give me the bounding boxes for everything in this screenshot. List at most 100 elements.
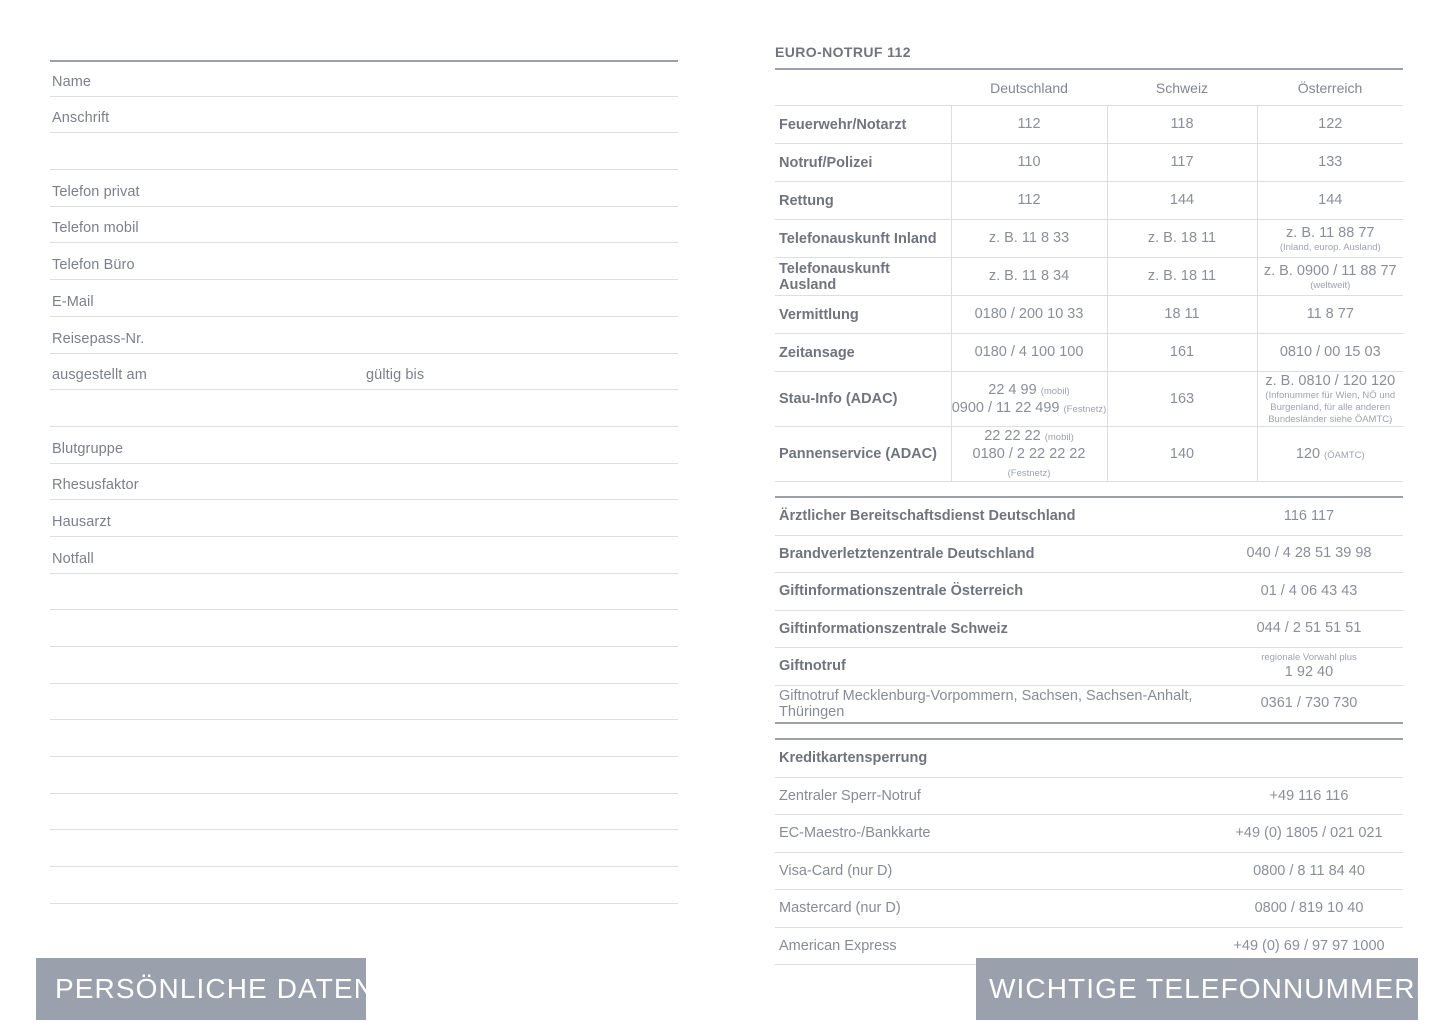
form-field-label: Blutgruppe [52,440,124,457]
form-field-label: Telefon mobil [52,220,139,237]
cell-deutschland: 0180 / 4 100 100 [950,333,1107,372]
form-blank-row[interactable] [50,720,678,758]
value-note: (weltweit) [1310,279,1351,291]
cell-deutschland: 112 [950,181,1107,220]
column-header-country: Deutschland [951,68,1107,106]
service-row: Giftnotruf Mecklenburg-Vorpommern, Sachs… [775,685,1403,725]
important-phone-numbers-section: EURO-NOTRUF 112 Deutschland Schweiz Österr… [775,44,1403,966]
value-mobile: 22 22 22 [984,427,1041,444]
form-blank-row[interactable] [50,610,678,647]
value-landline-note: (Festnetz) [1063,403,1107,415]
form-field-row[interactable]: Hausarzt [50,500,678,537]
service-numbers-table: Ärztlicher Bereitschaftsdienst Deutschla… [775,496,1403,725]
cell-oesterreich: 11 8 77 [1256,295,1403,334]
value-note: (Infonummer für Wien, NÖ und Burgenland,… [1265,390,1396,425]
form-field-label: Hausarzt [52,513,111,530]
value-main: z. B. 11 88 77 [1286,224,1375,241]
form-blank-row[interactable] [50,684,678,721]
value-mobile-note: (mobil) [1040,385,1070,397]
value-main: z. B. 0900 / 11 88 77 [1263,262,1397,279]
cell-oesterreich: z. B. 0810 / 120 120 (Infonummer für Wien… [1256,371,1403,427]
service-row: Brandverletztenzentrale Deutschland 040 /… [775,535,1403,574]
service-label: Giftinformationszentrale Österreich [775,572,1215,611]
row-label: Stau-Info (ADAC) [775,371,951,427]
table-row: Pannenservice (ADAC) 22 22 22 (mobil) 0180… [775,426,1403,483]
row-label: Pannenservice (ADAC) [775,426,951,483]
form-field-row[interactable]: Telefon privat [50,170,678,207]
column-header-country: Schweiz [1107,68,1257,106]
value-note: (ÖAMTC) [1324,449,1365,461]
cell-oesterreich: 0810 / 00 15 03 [1256,333,1403,372]
footer-banner-phone-numbers: WICHTIGE TELEFONNUMMERN [976,958,1436,1020]
form-field-label: E-Mail [52,293,94,310]
cell-oesterreich: z. B. 0900 / 11 88 77 (weltweit) [1256,257,1403,296]
table-row: Rettung 112 144 144 [775,181,1403,220]
value-mobile-note: (mobil) [1044,431,1074,443]
service-number-value: 0361 / 730 730 [1260,695,1358,712]
form-field-row[interactable]: Notfall [50,537,678,574]
service-label: Brandverletztenzentrale Deutschland [775,535,1215,574]
footer-banner-personal-data: PERSÖNLICHE DATEN [36,958,374,1020]
value-landline: 0900 / 11 22 499 [951,399,1060,416]
card-label: Zentraler Sperr-Notruf [775,777,1215,816]
row-label: Telefonauskunft Ausland [775,257,951,296]
table-row: Telefonauskunft Inland z. B. 11 8 33 z. B.… [775,219,1403,258]
country-emergency-table: Deutschland Schweiz Österreich Feuerwehr/No… [775,68,1403,483]
value-note: (Inland, europ. Ausland) [1279,241,1381,253]
cell-schweiz: z. B. 18 11 [1106,257,1257,296]
service-number: 0361 / 730 730 [1215,685,1403,725]
euro-emergency-title: EURO-NOTRUF 112 [775,44,911,60]
form-blank-row[interactable] [50,757,678,794]
form-field-row[interactable]: Telefon mobil [50,207,678,244]
form-blank-row[interactable] [50,574,678,611]
row-label: Vermittlung [775,295,951,334]
card-section-title-spacer [1215,738,1403,778]
form-blank-row[interactable] [50,794,678,831]
cell-deutschland: z. B. 11 8 34 [950,257,1107,296]
row-label: Zeitansage [775,333,951,372]
cell-oesterreich: 122 [1256,105,1403,144]
service-row: Giftinformationszentrale Schweiz 044 / 2 … [775,610,1403,649]
value-main: 120 [1295,445,1321,462]
service-number-value: 044 / 2 51 51 51 [1256,620,1362,637]
form-field-label: Anschrift [52,110,110,127]
value-mobile: 22 4 99 [988,381,1037,398]
service-number-value: 040 / 4 28 51 39 98 [1246,545,1372,562]
form-field-row[interactable]: Telefon Büro [50,243,678,281]
value-main: 133 [1318,154,1343,171]
service-number: 040 / 4 28 51 39 98 [1215,535,1403,574]
form-blank-row[interactable] [50,647,678,684]
form-field-row[interactable]: E-Mail [50,280,678,317]
cell-oesterreich: 133 [1256,143,1403,182]
footer-banner-phone-numbers-label: WICHTIGE TELEFONNUMMERN [989,973,1437,1004]
form-blank-row[interactable] [50,390,678,427]
cell-deutschland: 22 4 99 (mobil) 0900 / 11 22 499 (Festnet… [950,371,1107,427]
service-number-note: regionale Vorwahl plus [1261,651,1357,663]
form-field-label: Telefon Büro [52,257,135,274]
cell-schweiz: z. B. 18 11 [1106,219,1257,258]
form-field-row[interactable]: ausgestellt am gültig bis [50,354,678,391]
form-blank-row[interactable] [50,830,678,868]
card-number: +49 116 116 [1215,777,1403,816]
form-blank-row[interactable] [50,133,678,171]
form-blank-row[interactable] [50,867,678,904]
form-field-row[interactable]: Blutgruppe [50,427,678,464]
service-label: Giftnotruf [775,647,1215,686]
form-field-row[interactable]: Rhesusfaktor [50,464,678,501]
card-number: +49 (0) 1805 / 021 021 [1215,814,1403,853]
cell-schweiz: 117 [1106,143,1257,182]
card-row: Mastercard (nur D) 0800 / 819 10 40 [775,889,1403,928]
form-field-row[interactable]: Name [50,60,678,97]
form-field-row[interactable]: Reisepass-Nr. [50,317,678,354]
cell-deutschland: 112 [950,105,1107,144]
cell-schweiz: 140 [1106,426,1257,483]
cell-schweiz: 118 [1106,105,1257,144]
table-row: Stau-Info (ADAC) 22 4 99 (mobil) 0900 / 11… [775,371,1403,427]
cell-schweiz: 161 [1106,333,1257,372]
form-field-label: Name [52,73,92,90]
form-field-row[interactable]: Anschrift [50,97,678,134]
footer-banner-personal-data-label: PERSÖNLICHE DATEN [55,973,376,1004]
card-label: Visa-Card (nur D) [775,852,1215,891]
service-label: Ärztlicher Bereitschaftsdienst Deutschla… [775,496,1215,536]
card-section-title: Kreditkartensperrung [775,738,1215,778]
